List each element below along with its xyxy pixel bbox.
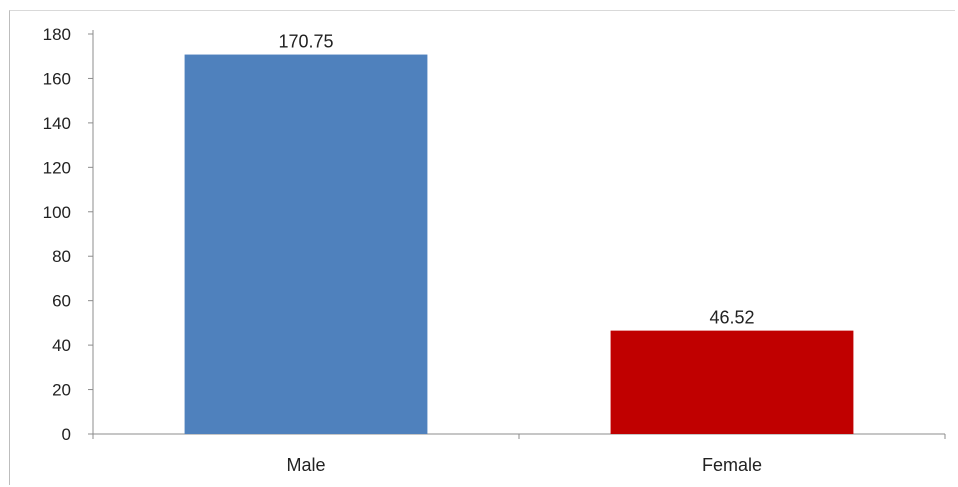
y-tick-label: 100 bbox=[43, 203, 71, 222]
chart-frame bbox=[9, 10, 955, 485]
y-tick-label: 40 bbox=[52, 336, 71, 355]
y-tick-label: 120 bbox=[43, 158, 71, 177]
x-axis: Male Female bbox=[92, 433, 946, 475]
data-label: 46.52 bbox=[709, 308, 754, 328]
y-axis: 0 20 40 60 80 100 120 140 160 180 bbox=[43, 25, 94, 444]
data-label: 170.75 bbox=[278, 32, 333, 52]
bar-female bbox=[610, 330, 854, 434]
x-tick-label: Female bbox=[702, 455, 762, 475]
bars bbox=[184, 54, 854, 435]
y-tick-label: 80 bbox=[52, 247, 71, 266]
y-tick-label: 60 bbox=[52, 292, 71, 311]
y-tick-label: 160 bbox=[43, 69, 71, 88]
y-tick-label: 180 bbox=[43, 25, 71, 44]
data-labels: 170.75 46.52 bbox=[278, 32, 754, 328]
y-tick-label: 20 bbox=[52, 381, 71, 400]
x-tick-label: Male bbox=[286, 455, 325, 475]
y-tick-label: 140 bbox=[43, 114, 71, 133]
bar-male bbox=[184, 54, 428, 435]
y-tick-label: 0 bbox=[62, 425, 71, 444]
